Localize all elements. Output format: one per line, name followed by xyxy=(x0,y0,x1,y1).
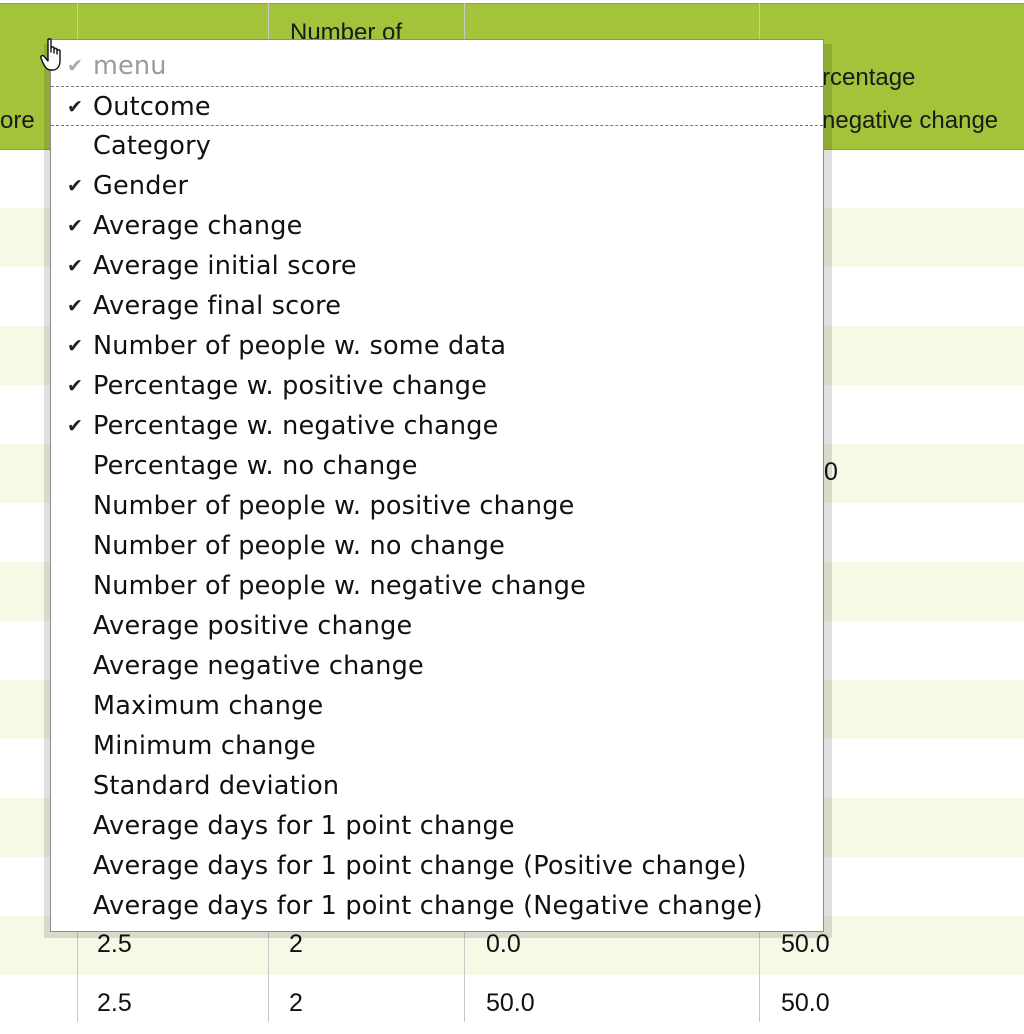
menu-item-label: Number of people w. no change xyxy=(93,531,506,561)
check-icon: ✔ xyxy=(67,215,83,237)
header-cell-pct-negative-line2[interactable]: negative change xyxy=(822,107,999,134)
menu-item-number-of-people-w-negative-change[interactable]: Number of people w. negative change xyxy=(51,566,823,606)
menu-item-label: Minimum change xyxy=(93,731,316,761)
menu-item-number-of-people-w-some-data[interactable]: ✔ Number of people w. some data xyxy=(51,326,823,366)
menu-item-percentage-w-no-change[interactable]: Percentage w. no change xyxy=(51,446,823,486)
check-icon: ✔ xyxy=(67,335,83,357)
menu-item-percentage-w-positive-change[interactable]: ✔ Percentage w. positive change xyxy=(51,366,823,406)
menu-item-label: Percentage w. positive change xyxy=(93,371,488,401)
menu-title-label: menu xyxy=(93,51,167,81)
menu-item-label: Average final score xyxy=(93,291,342,321)
cell-number-of-people: 2 xyxy=(289,930,303,958)
check-icon: ✔ xyxy=(67,415,83,437)
cell-partial-value: 0 xyxy=(824,458,838,486)
menu-item-label: Number of people w. positive change xyxy=(93,491,575,521)
menu-item-average-days-for-1-point-change[interactable]: Average days for 1 point change xyxy=(51,806,823,846)
check-icon: ✔ xyxy=(67,255,83,277)
menu-item-label: Average positive change xyxy=(93,611,413,641)
menu-item-standard-deviation[interactable]: Standard deviation xyxy=(51,766,823,806)
menu-item-average-days-for-1-point-change-positive-change[interactable]: Average days for 1 point change (Positiv… xyxy=(51,846,823,886)
table-row[interactable]: 2.5 2 50.0 50.0 xyxy=(0,975,1024,1034)
menu-item-label: Number of people w. some data xyxy=(93,331,507,361)
menu-item-label: Average initial score xyxy=(93,251,357,281)
cell-pct-negative: 50.0 xyxy=(781,989,830,1017)
check-icon: ✔ xyxy=(67,55,83,77)
menu-item-label: Average negative change xyxy=(93,651,424,681)
hand-pointer-icon xyxy=(40,38,61,71)
menu-item-average-positive-change[interactable]: Average positive change xyxy=(51,606,823,646)
menu-item-average-change[interactable]: ✔ Average change xyxy=(51,206,823,246)
menu-item-label: Average days for 1 point change (Positiv… xyxy=(93,851,747,881)
header-cell-avg-final-score[interactable]: ore xyxy=(0,107,35,134)
menu-item-label: Outcome xyxy=(93,92,211,122)
menu-item-label: Average days for 1 point change (Negativ… xyxy=(93,891,763,921)
cell-pct-positive: 0.0 xyxy=(486,930,521,958)
menu-item-label: Percentage w. no change xyxy=(93,451,418,481)
menu-item-minimum-change[interactable]: Minimum change xyxy=(51,726,823,766)
menu-item-average-initial-score[interactable]: ✔ Average initial score xyxy=(51,246,823,286)
cell-pct-negative: 50.0 xyxy=(781,930,830,958)
check-icon: ✔ xyxy=(67,295,83,317)
cell-avg-final-score: 2.5 xyxy=(97,989,132,1017)
header-cell-pct-negative-line1[interactable]: rcentage xyxy=(822,64,916,91)
menu-item-percentage-w-negative-change[interactable]: ✔ Percentage w. negative change xyxy=(51,406,823,446)
menu-item-label: Number of people w. negative change xyxy=(93,571,586,601)
menu-item-label: Category xyxy=(93,131,212,161)
column-visibility-menu: ✔ menu ✔ Outcome Category ✔ Gender ✔ Average c… xyxy=(50,39,824,932)
check-icon: ✔ xyxy=(67,175,83,197)
menu-item-gender[interactable]: ✔ Gender xyxy=(51,166,823,206)
menu-item-average-negative-change[interactable]: Average negative change xyxy=(51,646,823,686)
check-icon: ✔ xyxy=(67,375,83,397)
cell-number-of-people: 2 xyxy=(289,989,303,1017)
menu-item-label: Gender xyxy=(93,171,189,201)
cell-pct-positive: 50.0 xyxy=(486,989,535,1017)
menu-item-outcome[interactable]: ✔ Outcome xyxy=(51,86,823,126)
menu-title: ✔ menu xyxy=(51,46,823,86)
menu-item-label: Average change xyxy=(93,211,303,241)
menu-item-number-of-people-w-no-change[interactable]: Number of people w. no change xyxy=(51,526,823,566)
menu-item-average-final-score[interactable]: ✔ Average final score xyxy=(51,286,823,326)
menu-item-average-days-for-1-point-change-negative-change[interactable]: Average days for 1 point change (Negativ… xyxy=(51,886,823,926)
menu-item-label: Standard deviation xyxy=(93,771,340,801)
cell-avg-final-score: 2.5 xyxy=(97,930,132,958)
menu-item-number-of-people-w-positive-change[interactable]: Number of people w. positive change xyxy=(51,486,823,526)
menu-item-label: Percentage w. negative change xyxy=(93,411,499,441)
menu-item-maximum-change[interactable]: Maximum change xyxy=(51,686,823,726)
menu-item-category[interactable]: Category xyxy=(51,126,823,166)
menu-item-label: Average days for 1 point change xyxy=(93,811,515,841)
menu-item-label: Maximum change xyxy=(93,691,324,721)
check-icon: ✔ xyxy=(67,96,83,118)
